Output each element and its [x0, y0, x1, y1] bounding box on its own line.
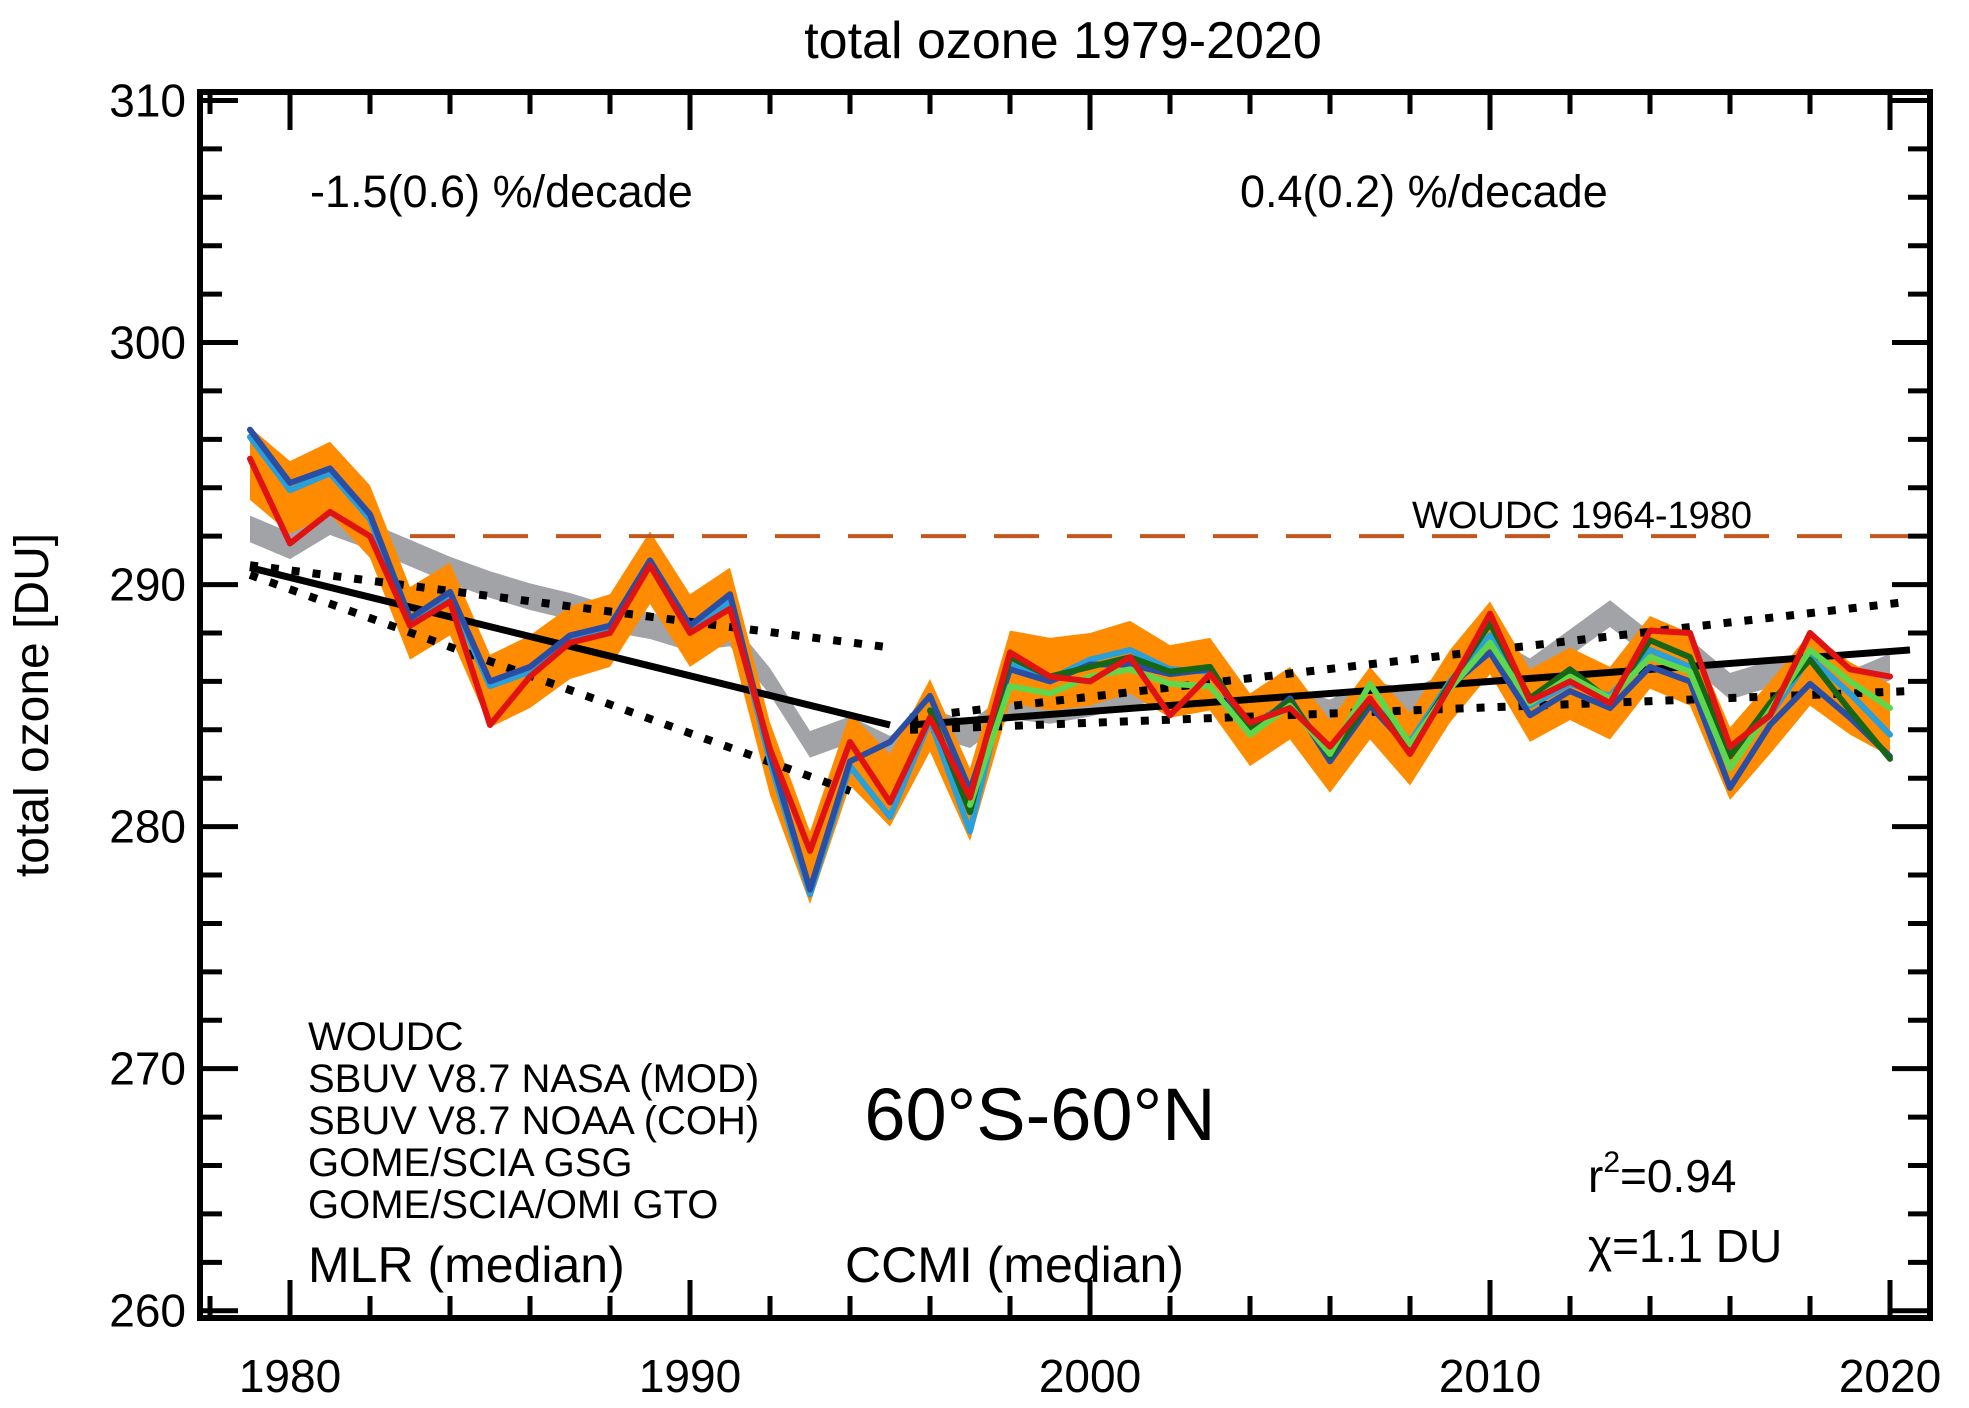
- chart-layers: 260 270 280 290 300 310 1980 1990 2000 2010 2020: [109, 74, 1941, 1402]
- y-tick-label: 260: [109, 1285, 186, 1337]
- plot-frame: [197, 89, 1933, 1321]
- trend-line-dotted-1: [249, 561, 891, 652]
- series-woudc: [247, 455, 1893, 854]
- y-axis-title: total ozone [DU]: [6, 533, 59, 877]
- axis-ticks: [200, 92, 1930, 1318]
- y-tick-label: 290: [109, 559, 186, 611]
- chi-stat: χ=1.1 DU: [1588, 1220, 1782, 1272]
- reference-line-label: WOUDC 1964-1980: [1412, 495, 1752, 537]
- y-tick-label: 280: [109, 801, 186, 853]
- region-label: 60°S-60°N: [864, 1073, 1215, 1156]
- x-tick-label: 2000: [1039, 1350, 1141, 1402]
- r-base: r: [1588, 1150, 1603, 1202]
- x-tick-label: 2020: [1839, 1350, 1941, 1402]
- legend-sbuv-nasa-mod: SBUV V8.7 NASA (MOD): [308, 1057, 759, 1101]
- chart-title: total ozone 1979-2020: [804, 12, 1322, 70]
- x-tick-label: 1990: [639, 1350, 741, 1402]
- y-tick-label: 270: [109, 1043, 186, 1095]
- x-tick-label: 2010: [1439, 1350, 1541, 1402]
- legend-sbuv-noaa-coh: SBUV V8.7 NOAA (COH): [308, 1099, 759, 1143]
- legend-gome-scia-omi-gto: GOME/SCIA/OMI GTO: [308, 1183, 718, 1227]
- trend-line-solid-3: [909, 646, 1911, 729]
- trend1-annotation: -1.5(0.6) %/decade: [310, 166, 693, 217]
- trend-line-dotted-2: [248, 571, 864, 799]
- y-tick-label: 300: [109, 317, 186, 369]
- r-superscript: 2: [1603, 1146, 1620, 1179]
- legend-mlr-median: MLR (median): [308, 1237, 625, 1293]
- y-tick-label: 310: [109, 74, 186, 126]
- band-mlr-median-: [250, 427, 1890, 905]
- legend-woudc: WOUDC: [308, 1015, 464, 1059]
- x-tick-label: 1980: [239, 1350, 341, 1402]
- legend-gome-scia-gsg: GOME/SCIA GSG: [308, 1141, 633, 1185]
- r-squared-stat: r2=0.94: [1588, 1146, 1736, 1202]
- legend-ccmi-median: CCMI (median): [845, 1237, 1184, 1293]
- trend2-annotation: 0.4(0.2) %/decade: [1240, 166, 1608, 217]
- r-value: =0.94: [1620, 1150, 1736, 1202]
